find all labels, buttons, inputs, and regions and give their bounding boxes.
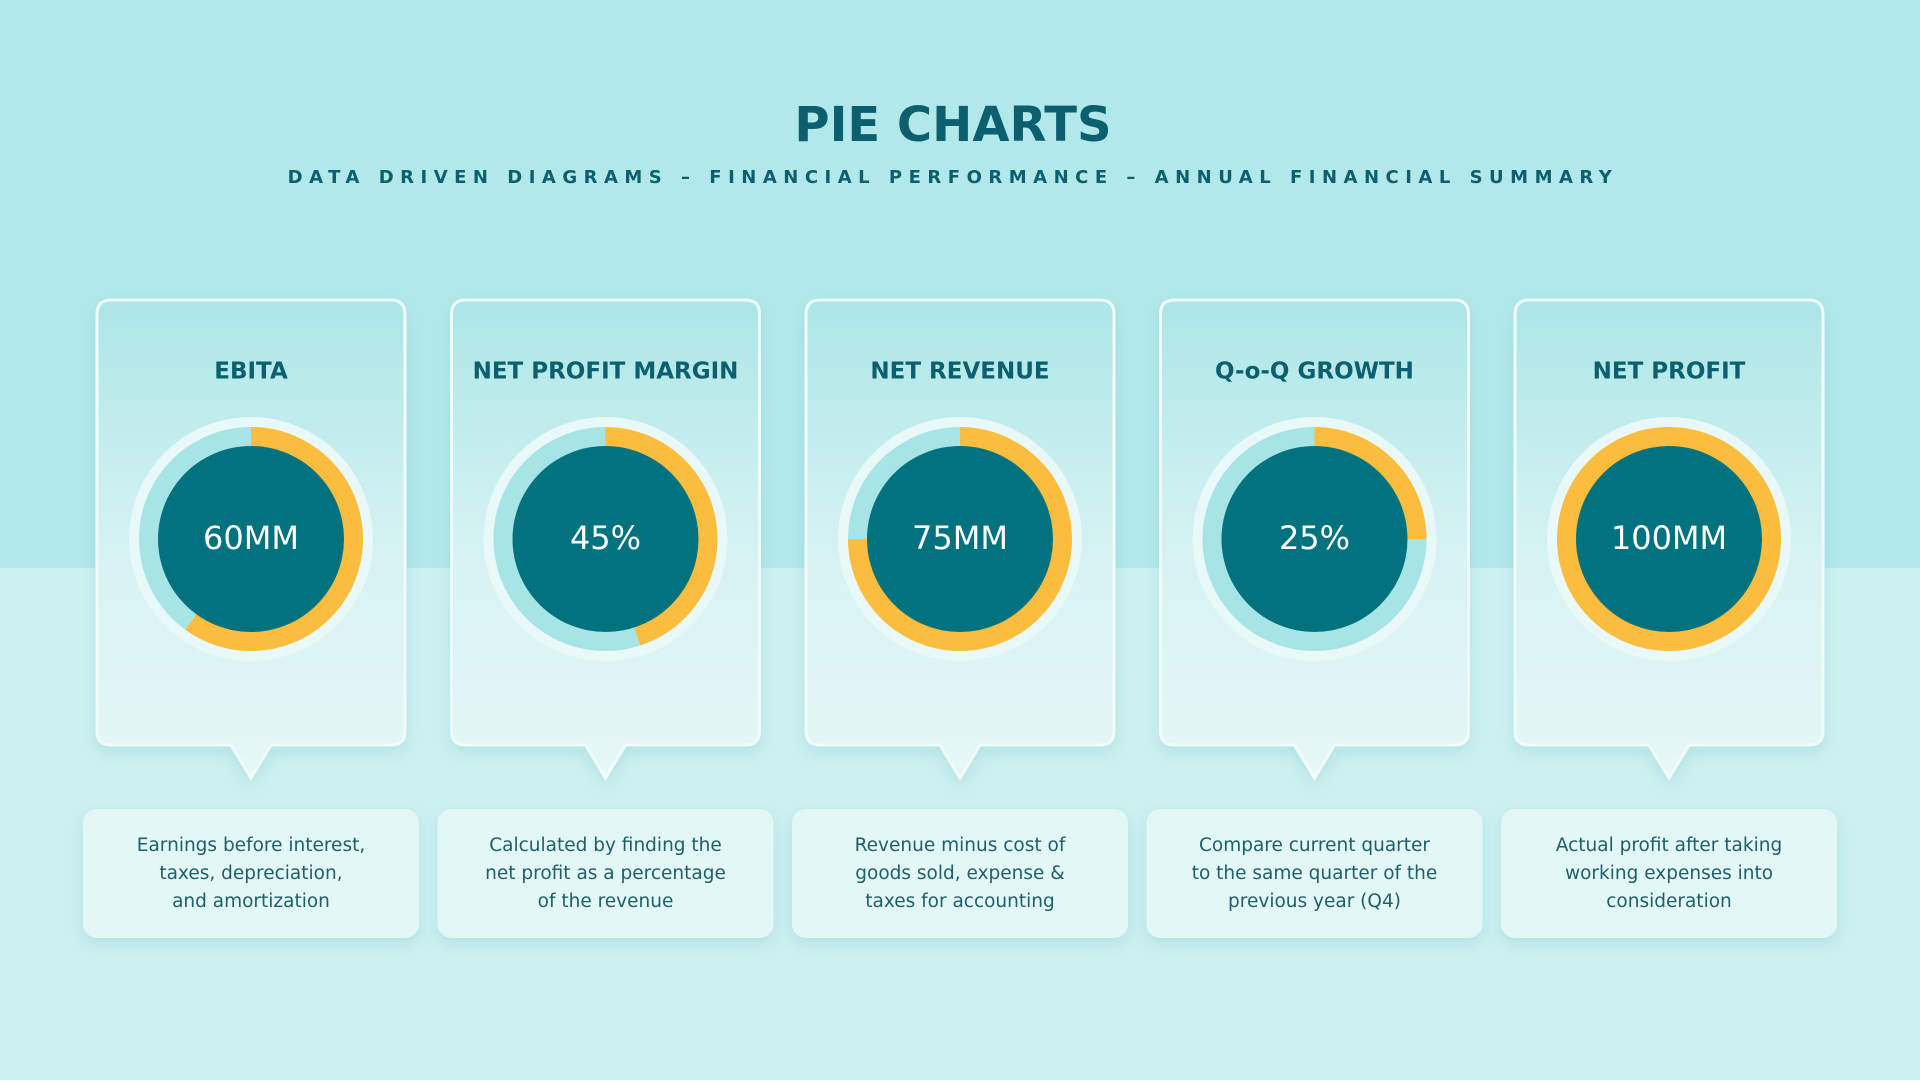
donut-segment	[1314, 427, 1427, 540]
donut-center	[158, 446, 344, 632]
donut-segment	[493, 427, 641, 651]
description-line: taxes for accounting	[865, 891, 1055, 912]
donut-segment	[139, 427, 252, 630]
description-line: Revenue minus cost of	[855, 835, 1066, 856]
description-line: net profit as a percentage	[485, 863, 726, 884]
description-line: and amortization	[172, 891, 330, 912]
page-subtitle: DATA DRIVEN DIAGRAMS – FINANCIAL PERFORM…	[288, 167, 1619, 188]
card-title: NET PROFIT	[1593, 359, 1746, 385]
donut-center	[1221, 446, 1408, 632]
description-line: to the same quarter of the	[1192, 863, 1438, 884]
center-label: 45%	[570, 519, 641, 557]
description-box	[1501, 809, 1837, 938]
description-line: of the revenue	[538, 891, 674, 912]
description-line: consideration	[1606, 891, 1732, 912]
card-title: NET PROFIT MARGIN	[473, 359, 739, 385]
card-title: Q-o-Q GROWTH	[1215, 359, 1414, 385]
description-line: Actual profit after taking	[1556, 835, 1782, 856]
page-title: PIE CHARTS	[794, 97, 1111, 153]
donut-segment	[848, 427, 1072, 651]
donut-center	[512, 446, 699, 632]
donut-segment	[185, 427, 363, 651]
card-title: NET REVENUE	[870, 359, 1049, 385]
donut-segment	[1202, 427, 1427, 651]
description-line: goods sold, expense &	[855, 863, 1064, 884]
center-label: 100MM	[1611, 519, 1727, 557]
description-box	[792, 809, 1128, 938]
description-line: taxes, depreciation,	[159, 863, 342, 884]
description-line: working expenses into	[1565, 863, 1773, 884]
description-box	[83, 809, 419, 938]
description-line: Calculated by finding the	[489, 835, 722, 856]
description-line: Earnings before interest,	[137, 835, 365, 856]
donut-segment	[605, 427, 718, 646]
center-label: 75MM	[912, 519, 1008, 557]
center-label: 25%	[1279, 519, 1350, 557]
donut-center	[1576, 446, 1762, 632]
description-line: Compare current quarter	[1199, 835, 1430, 856]
description-box	[1146, 809, 1483, 938]
description-box	[437, 809, 774, 938]
card-title: EBITA	[214, 359, 288, 385]
donut-center	[867, 446, 1053, 632]
donut-segment	[848, 427, 961, 540]
center-label: 60MM	[203, 519, 299, 557]
description-line: previous year (Q4)	[1228, 891, 1401, 912]
donut-segment	[1557, 427, 1781, 652]
